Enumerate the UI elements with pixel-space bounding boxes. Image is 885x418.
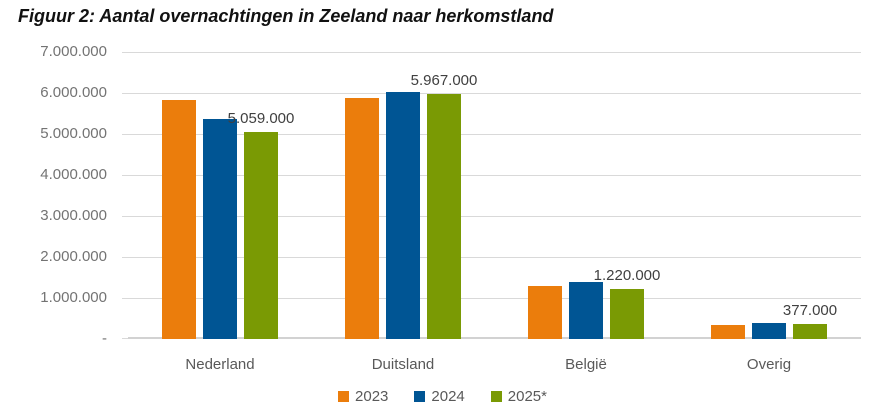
y-axis-tick [122, 134, 128, 135]
legend-label: 2025* [507, 388, 547, 405]
bar-2025-nederland [244, 132, 278, 339]
y-axis-label: 6.000.000 [40, 84, 107, 101]
legend-swatch-icon [338, 391, 350, 402]
bar-group-nederland: 5.059.000 [162, 52, 294, 339]
gridline [128, 52, 861, 53]
bar-2023-duitsland [345, 98, 379, 339]
legend-item-2025: 2025* [490, 388, 547, 405]
bar-2024-duitsland [386, 92, 420, 339]
gridline [128, 216, 861, 217]
legend-item-2024: 2024 [414, 388, 465, 405]
bar-group-belgië: 1.220.000 [528, 52, 660, 339]
y-axis-tick [122, 175, 128, 176]
legend-item-2023: 2023 [338, 388, 388, 405]
chart-title: Figuur 2: Aantal overnachtingen in Zeela… [18, 6, 554, 26]
bar-2025-overig [793, 324, 827, 339]
y-axis-label: 1.000.000 [40, 289, 107, 306]
legend-label: 2024 [431, 388, 465, 405]
y-axis-label: 3.000.000 [40, 207, 107, 224]
x-axis-label-overig: Overig [746, 356, 792, 373]
y-axis-tick [122, 298, 128, 299]
gridline [128, 93, 861, 94]
y-axis-label: 4.000.000 [40, 166, 107, 183]
gridline [128, 175, 861, 176]
legend-swatch-icon [490, 391, 502, 402]
x-axis-line [128, 337, 861, 339]
data-label: 1.220.000 [593, 267, 661, 284]
legend-label: 2023 [355, 388, 389, 405]
y-axis-label: - [102, 330, 107, 347]
y-axis-tick [122, 52, 128, 53]
y-axis-tick [122, 93, 128, 94]
bar-2023-nederland [162, 100, 196, 339]
y-axis-tick [122, 338, 128, 339]
bar-2024-nederland [203, 119, 237, 339]
data-label: 377.000 [782, 302, 838, 319]
x-axis-label-nederland: Nederland [185, 356, 255, 373]
plot-area: 5.059.000 5.967.000 1.220.000 377.000 [122, 52, 861, 339]
bar-group-overig: 377.000 [711, 52, 837, 339]
legend: 2023 2024 2025* [0, 388, 885, 405]
bar-2025-belgië [610, 289, 644, 339]
x-axis-label-belgië: België [565, 356, 607, 373]
y-axis-tick [122, 216, 128, 217]
y-axis-label: 5.000.000 [40, 125, 107, 142]
y-axis-label: 7.000.000 [40, 43, 107, 60]
gridline [128, 134, 861, 135]
bar-2023-overig [711, 325, 745, 339]
gridline [128, 298, 861, 299]
x-axis-label-duitsland: Duitsland [371, 356, 435, 373]
data-label: 5.059.000 [227, 110, 295, 127]
bar-2025-duitsland [427, 94, 461, 339]
bar-group-duitsland: 5.967.000 [345, 52, 477, 339]
legend-swatch-icon [414, 391, 426, 402]
bar-2023-belgië [528, 286, 562, 339]
bar-2024-belgië [569, 282, 603, 339]
bar-2024-overig [752, 323, 786, 339]
data-label: 5.967.000 [410, 72, 478, 89]
gridline [128, 257, 861, 258]
y-axis-tick [122, 257, 128, 258]
y-axis-label: 2.000.000 [40, 248, 107, 265]
